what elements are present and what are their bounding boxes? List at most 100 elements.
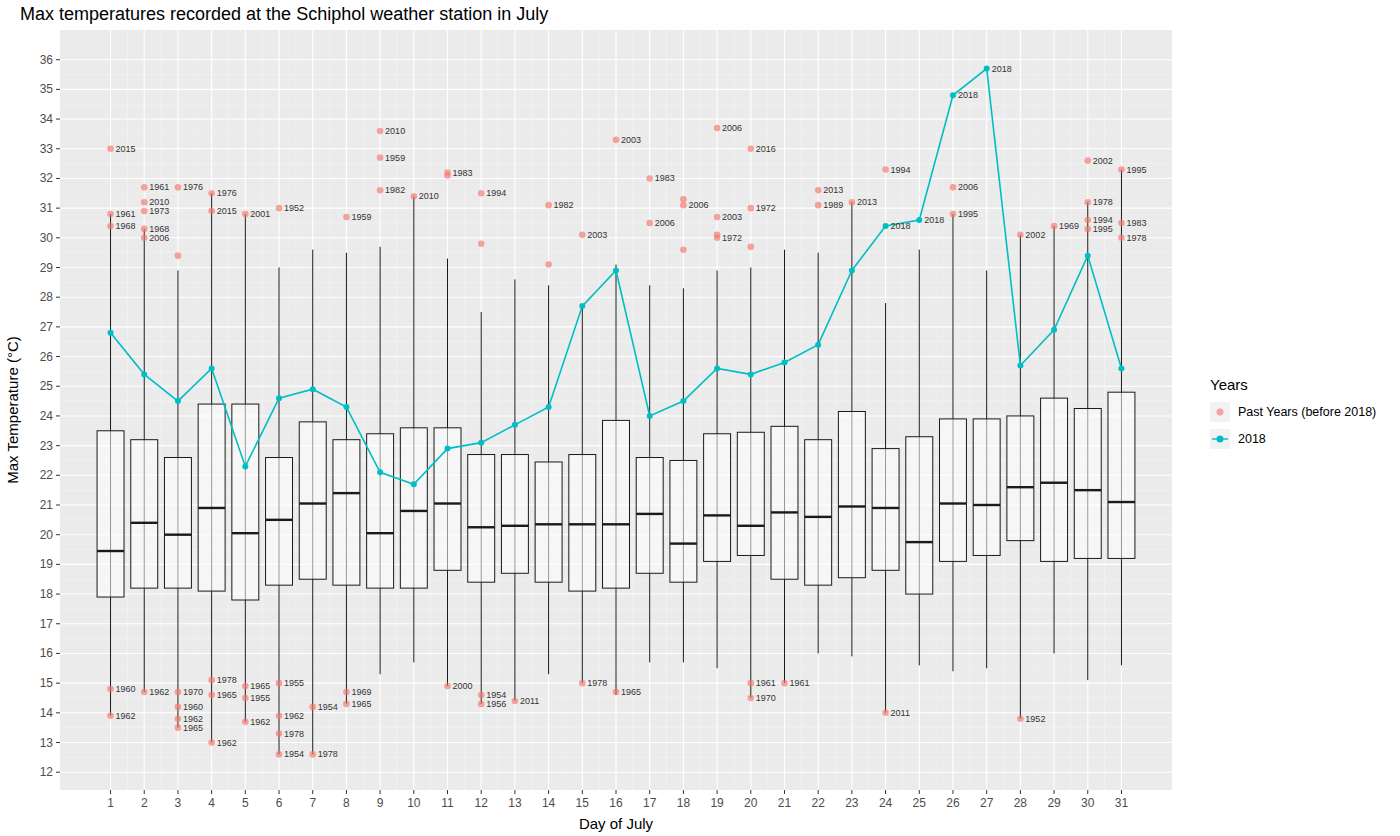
y-tick — [56, 356, 60, 357]
past-year-point — [343, 701, 350, 708]
box-body — [704, 434, 731, 562]
chart: 1213141516171819202122232425262728293031… — [0, 0, 1400, 836]
grid-line — [683, 30, 684, 790]
x-tick — [919, 790, 920, 794]
x-tick — [885, 790, 886, 794]
x-tick-label: 11 — [441, 796, 454, 810]
x-tick — [1087, 790, 1088, 794]
y-tick-label: 17 — [40, 617, 54, 631]
box-median — [232, 532, 259, 534]
point-label: 1962 — [250, 717, 270, 727]
past-year-point — [680, 202, 687, 209]
box-median — [1108, 501, 1135, 503]
grid-line — [582, 30, 583, 790]
grid-line — [717, 30, 718, 790]
chart-title: Max temperatures recorded at the Schipho… — [20, 4, 548, 24]
y-tick-label: 26 — [40, 350, 54, 364]
point-label: 2016 — [756, 144, 776, 154]
grid-line — [481, 30, 482, 790]
y-tick — [56, 119, 60, 120]
minor-grid-line — [464, 30, 465, 790]
point-label: 2001 — [250, 209, 270, 219]
box-median — [838, 505, 865, 507]
past-year-point — [276, 730, 283, 737]
box-body — [771, 426, 798, 579]
point-labels: 2015196119681960196219612010197319682006… — [116, 64, 1147, 760]
past-year-point — [141, 226, 148, 233]
y-axis-label: Max Temperature (°C) — [4, 336, 21, 483]
point-label: 2018 — [924, 215, 944, 225]
point-label: 1983 — [655, 173, 675, 183]
y-tick — [56, 534, 60, 535]
x-tick — [380, 790, 381, 794]
past-year-point — [714, 214, 721, 221]
x-tick — [952, 790, 953, 794]
box-median — [367, 532, 394, 534]
y-tick-label: 24 — [40, 409, 54, 423]
y-tick-label: 29 — [40, 261, 54, 275]
minor-grid-line — [1037, 30, 1038, 790]
grid-line — [784, 30, 785, 790]
box-median — [164, 533, 191, 535]
box-median — [636, 513, 663, 515]
point-label: 2006 — [688, 200, 708, 210]
grid-line — [514, 30, 515, 790]
point-label: 1955 — [250, 693, 270, 703]
box-median — [704, 514, 731, 516]
box-median — [973, 504, 1000, 506]
past-year-point — [747, 680, 754, 687]
box-body — [939, 419, 966, 562]
minor-grid-line — [1003, 30, 1004, 790]
x-axis-label: Day of July — [579, 815, 654, 832]
point-label: 2006 — [655, 218, 675, 228]
point-label: 1995 — [958, 209, 978, 219]
grid-line — [818, 30, 819, 790]
box-median — [1007, 486, 1034, 488]
box-body — [232, 404, 259, 600]
past-year-point — [309, 704, 316, 711]
box-median — [501, 525, 528, 527]
y-tick — [56, 712, 60, 713]
past-year-point — [107, 145, 114, 152]
x-tick-label: 6 — [276, 796, 283, 810]
box-body — [131, 440, 158, 588]
box-body — [569, 455, 596, 592]
point-label: 2013 — [823, 185, 843, 195]
minor-grid-line — [295, 30, 296, 790]
x-tick — [245, 790, 246, 794]
past-year-point — [175, 184, 182, 191]
point-label: 1978 — [587, 678, 607, 688]
grid-line — [177, 30, 178, 790]
grid — [60, 30, 1172, 790]
point-label: 1968 — [116, 221, 136, 231]
x-tick-label: 15 — [576, 796, 590, 810]
x-tick — [211, 790, 212, 794]
point-2018 — [310, 386, 316, 392]
y-tick — [56, 415, 60, 416]
point-2018 — [916, 217, 922, 223]
x-tick-label: 8 — [343, 796, 350, 810]
past-year-point — [1118, 166, 1125, 173]
legend-title: Years — [1210, 376, 1248, 393]
x-tick-label: 29 — [1047, 796, 1061, 810]
minor-grid-line — [531, 30, 532, 790]
past-year-point — [882, 166, 889, 173]
x-tick — [784, 790, 785, 794]
grid-line — [885, 30, 886, 790]
box-body — [1074, 409, 1101, 559]
y-tick-label: 32 — [40, 171, 54, 185]
past-year-point — [377, 128, 384, 135]
point-label: 1982 — [385, 185, 405, 195]
grid-line — [413, 30, 414, 790]
point-label: 2003 — [722, 212, 742, 222]
x-tick-label: 23 — [845, 796, 859, 810]
point-label: 2018 — [992, 64, 1012, 74]
past-year-point — [175, 724, 182, 731]
past-year-point — [208, 208, 215, 215]
past-year-point — [579, 680, 586, 687]
y-tick — [56, 445, 60, 446]
box-median — [535, 523, 562, 525]
x-tick-label: 4 — [208, 796, 215, 810]
point-label: 2003 — [621, 135, 641, 145]
minor-grid-line — [1070, 30, 1071, 790]
